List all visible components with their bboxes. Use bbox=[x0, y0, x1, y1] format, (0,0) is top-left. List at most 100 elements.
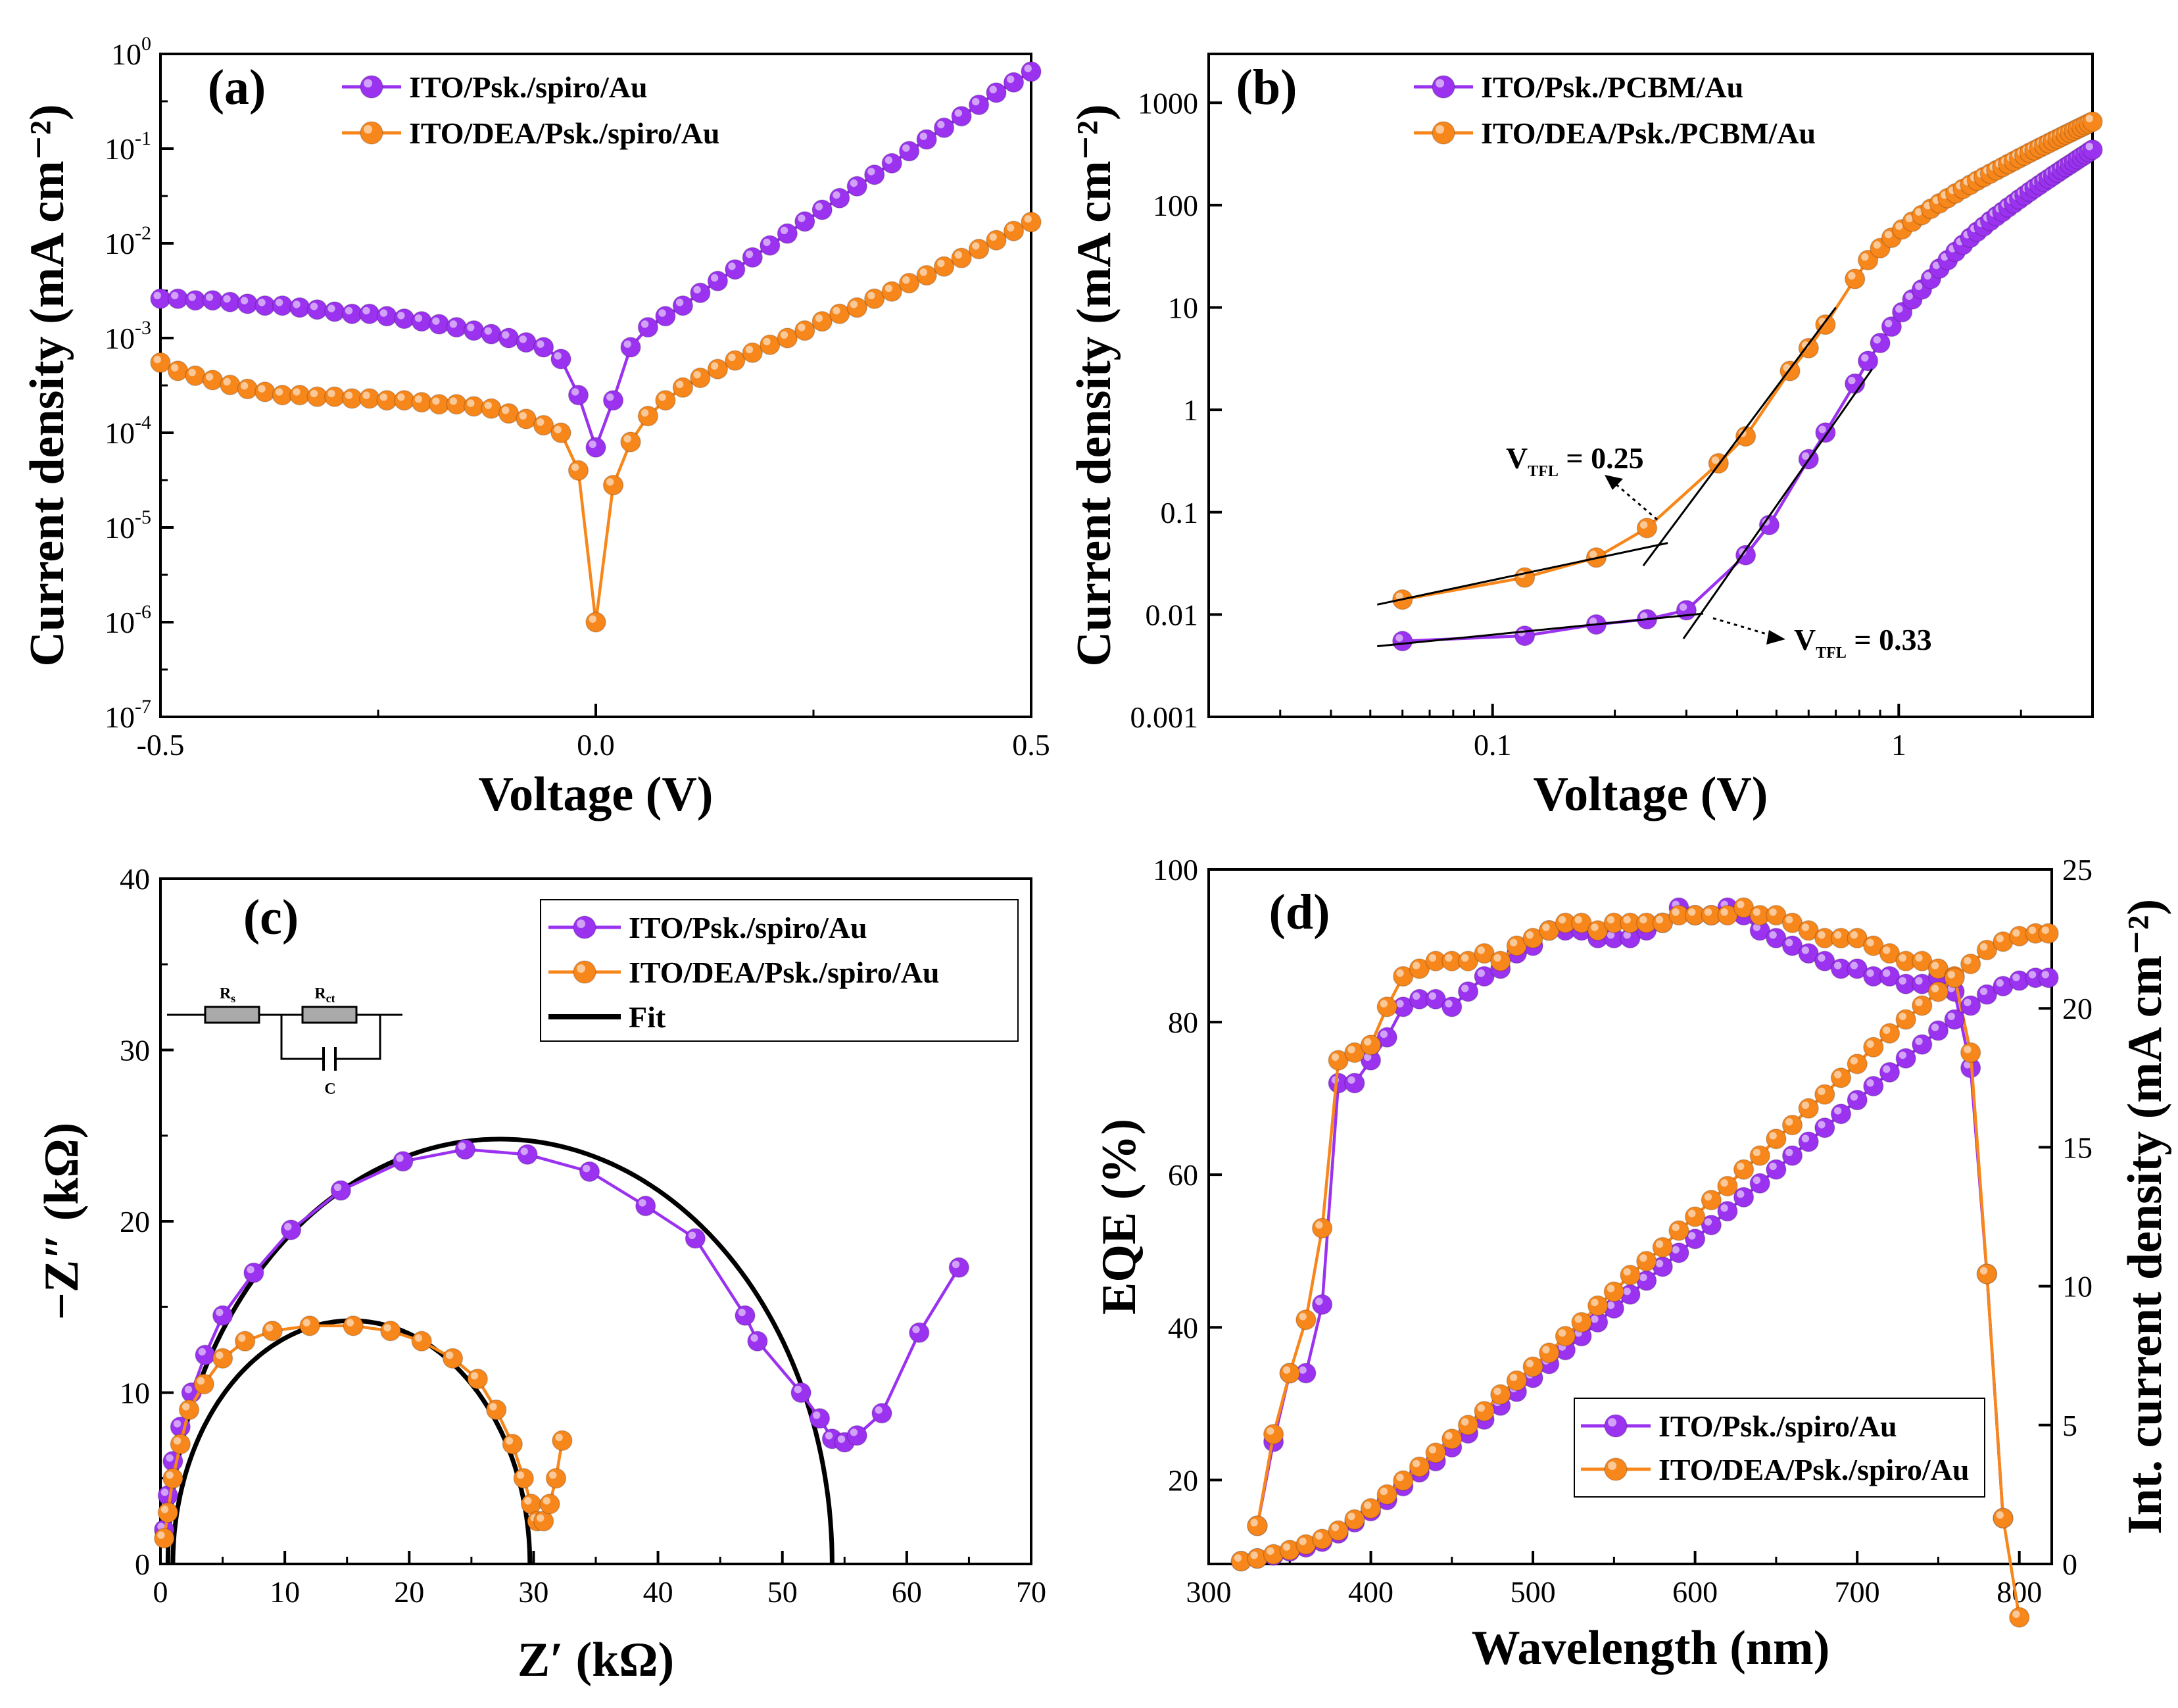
chart-a-series-1-point-40 bbox=[846, 297, 867, 318]
chart-a-series-1-point-32 bbox=[707, 358, 729, 379]
chart-b-frame bbox=[1207, 53, 2094, 718]
chart-a-series-0-point-27-highlight bbox=[623, 340, 631, 348]
chart-a-series-1-point-35-highlight bbox=[763, 337, 771, 346]
chart-d-series-0-point-12 bbox=[1441, 996, 1463, 1017]
chart-d-series-2-point-31-highlight bbox=[1737, 1190, 1745, 1198]
chart-d-series-1-point-8 bbox=[1376, 996, 1397, 1017]
chart-d-series-0-point-44-highlight bbox=[1964, 1061, 1972, 1069]
chart-c-series-0-point-19-highlight bbox=[813, 1411, 821, 1419]
chart-d-series-1-point-41-highlight bbox=[1915, 954, 1923, 962]
chart-c-series-1-point-7 bbox=[234, 1330, 256, 1352]
chart-d-series-3-point-8-highlight bbox=[1364, 1501, 1372, 1509]
chart-a-xtick-label-0: -0.5 bbox=[137, 728, 185, 762]
chart-c-series-1-point-22 bbox=[545, 1468, 567, 1489]
chart-a-xlabel: Voltage (V) bbox=[479, 768, 714, 821]
chart-d-series-3-point-24 bbox=[1620, 1264, 1641, 1286]
chart-a-series-0-point-43 bbox=[898, 141, 920, 162]
chart-a-series-1-point-4-highlight bbox=[223, 378, 231, 386]
chart-a-series-1-point-4 bbox=[220, 374, 241, 396]
chart-c-series-1-point-3-highlight bbox=[173, 1437, 182, 1445]
chart-d-series-0-point-31-highlight bbox=[1753, 923, 1761, 931]
chart-d-series-1-point-44 bbox=[1960, 1042, 1981, 1063]
chart-c-series-0-point-11-highlight bbox=[458, 1142, 466, 1150]
chart-c-series-0-point-7-highlight bbox=[247, 1265, 254, 1274]
chart-c-series-1-point-5 bbox=[193, 1373, 214, 1395]
chart-a-series-1-point-26 bbox=[602, 474, 624, 496]
chart-a-series-0-point-50-highlight bbox=[1024, 64, 1032, 72]
chart-c-series-1-point-10 bbox=[343, 1315, 364, 1336]
chart-a-series-1-point-16-highlight bbox=[432, 397, 440, 405]
chart-d-series-3-point-48-highlight bbox=[2012, 929, 2020, 937]
chart-c-xtick-label-3: 30 bbox=[518, 1575, 548, 1609]
chart-d-series-1-point-26-highlight bbox=[1672, 908, 1680, 916]
chart-d-legend-1-label: ITO/DEA/Psk./spiro/Au bbox=[1658, 1453, 1970, 1486]
chart-d-series-2-point-39 bbox=[1863, 1075, 1884, 1097]
chart-c-series-0-point-15-highlight bbox=[688, 1231, 696, 1240]
chart-a-series-1-point-5 bbox=[237, 378, 258, 400]
chart-a-series-0-point-31-highlight bbox=[693, 285, 701, 294]
chart-d-series-0-point-22-highlight bbox=[1607, 931, 1615, 939]
chart-d-series-0-point-35-highlight bbox=[1818, 954, 1826, 962]
chart-d-series-1-point-13-highlight bbox=[1461, 954, 1469, 962]
chart-c-series-0-point-25-highlight bbox=[952, 1260, 960, 1269]
chart-a-series-0-point-1 bbox=[167, 288, 189, 309]
chart-d-series-2-point-39-highlight bbox=[1866, 1079, 1874, 1087]
chart-c-series-0-point-3-highlight bbox=[173, 1420, 182, 1428]
chart-c-series-0-point-13-highlight bbox=[583, 1165, 591, 1173]
chart-c-series-1-point-20-highlight bbox=[537, 1514, 544, 1522]
chart-a-series-0-point-44 bbox=[916, 129, 937, 150]
chart-d-series-0-point-4 bbox=[1311, 1294, 1333, 1315]
chart-a-series-1-point-31 bbox=[690, 367, 711, 389]
chart-c-series-0-point-12 bbox=[517, 1144, 538, 1165]
chart-d-series-1-point-28-highlight bbox=[1704, 908, 1712, 916]
chart-a-series-0-point-17 bbox=[446, 316, 467, 338]
chart-a-series-0-point-12-highlight bbox=[362, 306, 370, 315]
chart-a-series-0-point-2-highlight bbox=[188, 293, 196, 301]
chart-b-series-1-point-16-highlight bbox=[1924, 202, 1932, 210]
chart-a-series-0-point-8 bbox=[289, 297, 310, 318]
chart-a-series-0-point-23 bbox=[550, 349, 571, 370]
chart-d-series-2-point-37 bbox=[1830, 1103, 1852, 1125]
chart-c-series-1-point-21-highlight bbox=[543, 1497, 550, 1505]
chart-d-series-2-point-24-highlight bbox=[1623, 1287, 1631, 1296]
chart-b-annotation-0: VTFL = 0.25 bbox=[1506, 441, 1644, 480]
chart-d-series-0-point-40-highlight bbox=[1899, 977, 1906, 985]
chart-d-series-1-point-7 bbox=[1360, 1035, 1382, 1056]
chart-d-series-3-point-32 bbox=[1749, 1145, 1770, 1166]
chart-b-series-0-point-8-highlight bbox=[1818, 426, 1826, 433]
chart-b-series-0-point-4 bbox=[1676, 600, 1697, 621]
chart-a-series-1-point-22-highlight bbox=[537, 418, 544, 426]
chart-d-series-2-point-44-highlight bbox=[1947, 1012, 1955, 1021]
chart-d-xtick-label-0: 300 bbox=[1186, 1575, 1232, 1609]
chart-d-series-2-point-49-highlight bbox=[2028, 971, 2037, 979]
chart-d-panel-label: (d) bbox=[1269, 885, 1330, 940]
chart-d-series-3-point-22 bbox=[1587, 1295, 1609, 1316]
chart-b-series-1-line bbox=[1402, 120, 2093, 601]
chart-a-series-1-point-11-highlight bbox=[345, 391, 353, 399]
chart-a-series-1-point-41 bbox=[863, 288, 885, 309]
chart-a-series-0-point-21 bbox=[516, 331, 537, 353]
chart-b-series-0-point-11 bbox=[1870, 332, 1891, 354]
chart-d-series-1-point-3-highlight bbox=[1299, 1313, 1307, 1321]
chart-b-series-0-point-2-highlight bbox=[1589, 618, 1597, 625]
chart-a-series-1-point-48-highlight bbox=[989, 233, 997, 241]
chart-a-series-0-point-29-highlight bbox=[658, 309, 666, 317]
chart-a-series-0-point-0 bbox=[150, 288, 171, 309]
chart-a-series-0-point-28 bbox=[637, 316, 659, 338]
chart-d-series-3-point-35-highlight bbox=[1801, 1101, 1810, 1110]
chart-d-y2label: Int. current density (mA cm⁻²) bbox=[2118, 899, 2172, 1534]
chart-a-series-1-point-21-highlight bbox=[519, 412, 527, 420]
chart-d-series-2-point-29-highlight bbox=[1704, 1218, 1712, 1226]
chart-a-series-0-point-5 bbox=[237, 293, 258, 314]
chart-d-series-1-point-31-highlight bbox=[1753, 908, 1761, 916]
chart-a-series-0-point-27 bbox=[620, 337, 641, 358]
chart-d-series-3-point-8 bbox=[1360, 1498, 1382, 1519]
chart-b-series-1-point-9 bbox=[1844, 268, 1866, 289]
chart-d-series-3-point-28 bbox=[1684, 1206, 1706, 1227]
chart-d-series-3-point-40-highlight bbox=[1883, 1026, 1891, 1035]
chart-d-series-2-point-35 bbox=[1798, 1131, 1819, 1152]
chart-a-series-1-point-15-highlight bbox=[414, 395, 423, 403]
chart-d-series-3-point-50 bbox=[2038, 923, 2059, 944]
chart-d-series-3-point-0-highlight bbox=[1234, 1554, 1242, 1562]
